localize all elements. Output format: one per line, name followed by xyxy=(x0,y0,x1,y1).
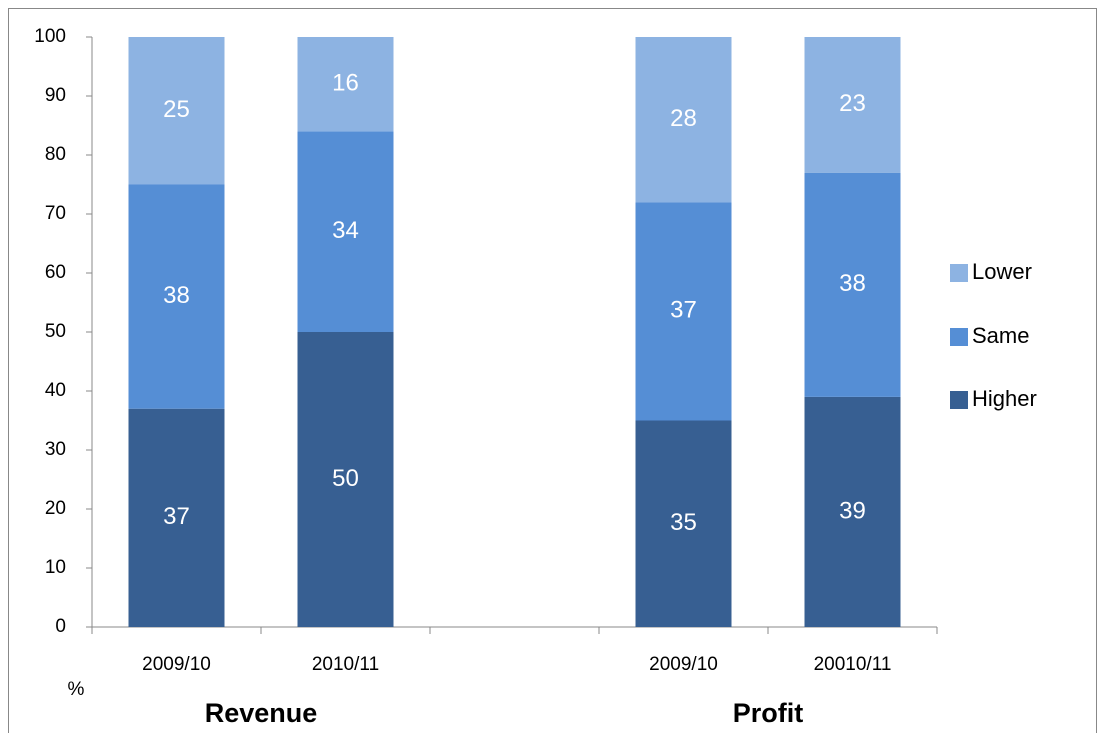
legend-swatch xyxy=(950,328,968,346)
bar-segment xyxy=(128,184,225,409)
bar-segment xyxy=(635,420,732,627)
legend-swatch xyxy=(950,264,968,282)
bar-segment xyxy=(635,37,732,203)
chart-border xyxy=(8,8,1097,733)
data-label: 39 xyxy=(839,497,866,524)
data-label: 50 xyxy=(332,465,359,492)
bar-segment xyxy=(297,37,394,132)
x-tick-label: 2010/11 xyxy=(312,654,379,675)
x-tick-label: 20010/11 xyxy=(814,654,892,675)
y-tick-label: 20 xyxy=(45,498,66,519)
y-tick-label: 90 xyxy=(45,85,66,106)
data-label: 34 xyxy=(332,217,359,244)
data-label: 25 xyxy=(163,96,190,123)
x-tick-label: 2009/10 xyxy=(142,654,211,675)
y-tick-label: 100 xyxy=(34,26,66,47)
y-tick-label: 50 xyxy=(45,321,66,342)
data-label: 37 xyxy=(670,297,697,324)
y-tick-label: 70 xyxy=(45,203,66,224)
group-label: Profit xyxy=(733,698,804,728)
legend-swatch xyxy=(950,391,968,409)
legend-label: Same xyxy=(972,323,1029,348)
x-tick-label: 2009/10 xyxy=(649,654,718,675)
bar-segment xyxy=(128,408,225,627)
group-label: Revenue xyxy=(205,698,318,728)
data-label: 38 xyxy=(839,270,866,297)
data-label: 35 xyxy=(670,509,697,536)
bar-segment xyxy=(635,202,732,421)
bar-segment xyxy=(128,37,225,185)
y-tick-label: 0 xyxy=(55,616,66,637)
data-label: 28 xyxy=(670,105,697,132)
y-tick-label: 40 xyxy=(45,380,66,401)
bar-segment xyxy=(804,37,901,173)
data-label: 38 xyxy=(163,282,190,309)
bar-segment xyxy=(297,131,394,332)
bar-segment xyxy=(804,172,901,397)
y-tick-label: 10 xyxy=(45,557,66,578)
data-label: 23 xyxy=(839,90,866,117)
y-axis-label: % xyxy=(68,679,85,700)
bar-segment xyxy=(297,332,394,627)
legend-label: Lower xyxy=(972,259,1032,284)
data-label: 37 xyxy=(163,503,190,530)
y-tick-label: 80 xyxy=(45,144,66,165)
bar-segment xyxy=(804,396,901,627)
data-label: 16 xyxy=(332,70,359,97)
legend-label: Higher xyxy=(972,386,1037,411)
y-tick-label: 30 xyxy=(45,439,66,460)
y-tick-label: 60 xyxy=(45,262,66,283)
